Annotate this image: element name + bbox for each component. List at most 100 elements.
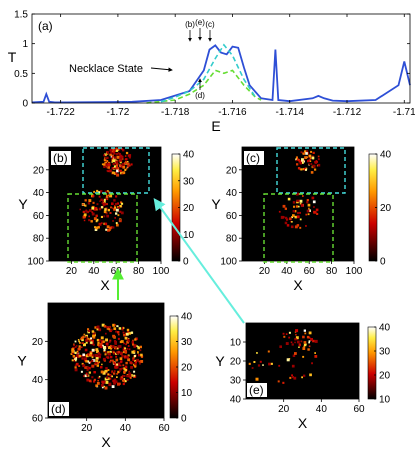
map-d-panel-label-text: (d) — [51, 402, 66, 416]
map-e-speckle — [288, 331, 291, 334]
map-d-speckle — [139, 349, 142, 352]
map-d-speckle — [106, 345, 109, 348]
map-b-speckle — [94, 207, 98, 210]
spectrum-y-tick-label: 1 — [22, 39, 28, 50]
map-b-speckle — [108, 228, 111, 231]
map-d-speckle — [84, 374, 88, 378]
map-b-speckle — [105, 228, 108, 231]
map-d-speckle — [91, 359, 94, 362]
map-b-speckle — [94, 228, 98, 231]
spectrum-x-axis-label: E — [211, 118, 220, 134]
map-d-speckle — [124, 365, 128, 369]
map-b-speckle — [107, 166, 110, 169]
map-d-speckle — [105, 376, 109, 379]
map-b-speckle — [86, 210, 89, 214]
map-d-speckle — [111, 359, 114, 362]
map-d-speckle — [128, 372, 132, 376]
map-c-panel-label-bg — [244, 151, 264, 165]
map-b-speckle — [103, 158, 107, 162]
map-d-speckle — [96, 326, 98, 329]
map-c-axes-frame — [241, 146, 355, 262]
map-c-speckle — [316, 212, 319, 215]
map-e-intensity-field — [248, 329, 318, 384]
map-d-speckle — [84, 348, 88, 352]
map-b-speckle — [111, 171, 115, 174]
map-b-speckle — [115, 171, 117, 174]
map-b-speckle — [120, 166, 123, 168]
map-b-speckle — [107, 169, 110, 172]
map-c-speckle — [286, 219, 288, 221]
map-b-speckle — [125, 158, 128, 161]
map-e-colorbar-tick-label: 10 — [379, 395, 391, 406]
arrow-label-d: (d) — [195, 91, 205, 100]
map-b-colorbar-tick-label: 40 — [183, 150, 195, 161]
map-d-speckle — [99, 353, 102, 356]
map-d-speckle — [128, 375, 132, 378]
map-d-speckle — [126, 332, 129, 336]
map-d-speckle — [92, 334, 95, 338]
map-d-speckle — [109, 377, 112, 380]
map-d-speckle — [137, 352, 139, 354]
map-c-speckle — [311, 156, 315, 160]
map-b-speckle — [116, 173, 120, 177]
map-b-speckle — [119, 169, 122, 173]
map-d-speckle — [94, 326, 97, 329]
map-d-speckle — [135, 354, 137, 357]
map-d-speckle — [71, 348, 74, 351]
map-b-speckle — [117, 214, 120, 217]
map-d-speckle — [79, 342, 81, 344]
map-d-speckle — [131, 350, 135, 354]
map-d-speckle — [85, 372, 88, 375]
map-d-speckle — [90, 337, 92, 340]
spectrum-y-tick-label: 1.5 — [14, 10, 28, 21]
map-c-y-tick-label: 60 — [226, 211, 238, 222]
map-e-speckle — [248, 362, 251, 365]
map-e-speckle — [253, 361, 256, 363]
map-d-speckle — [124, 349, 126, 351]
map-c-speckle — [290, 220, 292, 223]
map-e-speckle — [308, 336, 311, 339]
map-c-y-tick-label: 80 — [226, 234, 238, 245]
map-d-speckle — [109, 374, 113, 378]
map-d-speckle — [91, 348, 95, 352]
map-c-speckle — [298, 160, 301, 163]
map-d-speckle — [86, 374, 89, 377]
map-b-speckle — [88, 199, 92, 202]
map-d-speckle — [112, 351, 116, 354]
map-b-colorbar-tick-label: 10 — [183, 230, 195, 241]
map-d-speckle — [131, 341, 134, 344]
map-e-colorbar-tick-label: 40 — [379, 323, 391, 334]
map-c-speckle — [296, 215, 300, 219]
map-b-speckle — [114, 202, 118, 206]
map-e-speckle — [286, 358, 290, 362]
map-d-speckle — [89, 354, 92, 357]
map-d-speckle — [71, 359, 74, 362]
spectrum-y-ticks: 0 0.5 1 1.5 — [14, 10, 410, 110]
map-c-speckle — [299, 161, 302, 165]
map-d-speckle — [110, 355, 113, 359]
map-d-y-tick-label: 20 — [32, 337, 44, 348]
map-d-speckle — [122, 331, 125, 334]
map-b-speckle — [98, 207, 102, 211]
map-d-speckle — [139, 362, 141, 365]
map-b-speckle — [108, 169, 112, 173]
map-b-speckle — [101, 163, 104, 166]
map-e-y-tick-label: 20 — [230, 357, 242, 368]
map-d-speckle — [101, 380, 104, 384]
map-c-x-tick-label: 20 — [259, 266, 271, 277]
map-d-speckle — [121, 328, 124, 331]
zoom-box-b-cyan — [82, 147, 150, 194]
map-d-speckle — [77, 339, 80, 341]
map-d-speckle — [104, 386, 108, 390]
map-d-speckle — [94, 348, 97, 351]
map-c-speckle — [310, 171, 314, 174]
map-d-speckle — [91, 354, 94, 357]
map-b-speckle — [114, 217, 116, 219]
map-e-speckle — [257, 364, 261, 367]
map-d-speckle — [106, 356, 110, 359]
map-e-speckle — [298, 346, 300, 348]
map-d-speckle — [97, 341, 100, 344]
map-d-speckle — [89, 338, 92, 341]
map-d-speckle — [125, 361, 128, 365]
map-e-speckle — [314, 355, 318, 358]
